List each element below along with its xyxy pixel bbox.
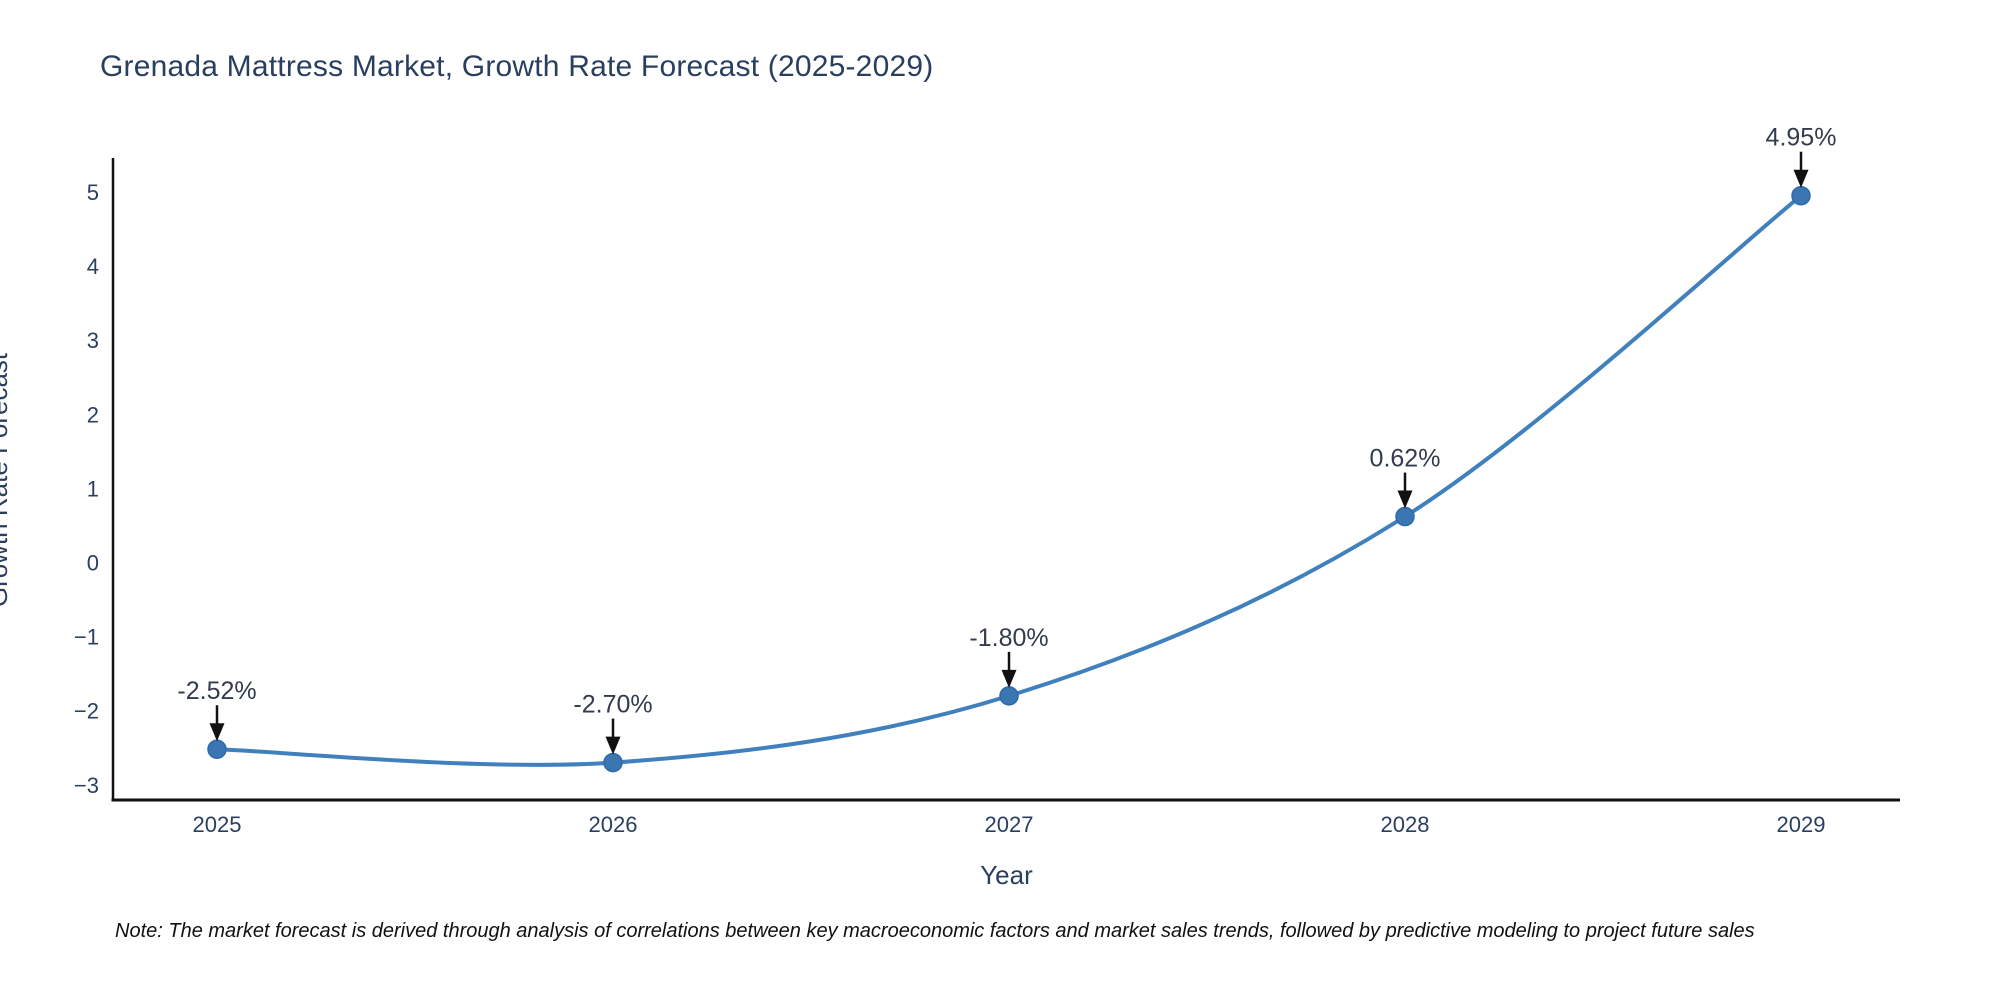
annotation-arrowhead — [1001, 669, 1017, 688]
annotation-arrowhead — [605, 736, 621, 755]
chart-footnote: Note: The market forecast is derived thr… — [115, 920, 1755, 942]
y-tick-label: 0 — [87, 551, 99, 576]
y-tick-label: −3 — [74, 773, 99, 798]
x-tick-label: 2026 — [589, 812, 638, 837]
x-tick-label: 2025 — [193, 812, 242, 837]
annotation-label: -2.52% — [177, 677, 256, 705]
y-tick-label: 4 — [87, 254, 99, 279]
data-point-marker[interactable] — [1791, 185, 1811, 206]
annotation-label: -2.70% — [573, 691, 652, 719]
y-tick-label: 3 — [87, 328, 99, 353]
chart-title: Grenada Mattress Market, Growth Rate For… — [100, 50, 934, 83]
data-point-marker[interactable] — [207, 739, 227, 759]
y-tick-label: 2 — [87, 402, 99, 427]
annotation-arrowhead — [209, 723, 225, 742]
data-point-marker[interactable] — [999, 686, 1019, 706]
data-point-marker[interactable] — [1395, 506, 1415, 527]
series-line — [215, 193, 1803, 767]
y-axis-title: Growth Rate Forecast — [0, 352, 13, 608]
x-tick-label: 2027 — [985, 812, 1034, 837]
x-axis-title: Year — [980, 860, 1033, 890]
annotation-arrowhead — [1793, 169, 1809, 188]
annotation-arrowhead — [1397, 490, 1413, 509]
y-tick-label: 1 — [87, 476, 99, 501]
y-tick-label: −2 — [74, 699, 99, 724]
annotation-label: -1.80% — [969, 624, 1048, 652]
y-tick-label: −1 — [74, 625, 99, 650]
x-tick-label: 2028 — [1381, 812, 1430, 837]
annotation-label: 4.95% — [1766, 124, 1837, 152]
x-tick-label: 2029 — [1777, 812, 1826, 837]
data-point-marker[interactable] — [603, 752, 623, 773]
annotation-label: 0.62% — [1370, 445, 1441, 473]
y-tick-label: 5 — [87, 180, 99, 205]
